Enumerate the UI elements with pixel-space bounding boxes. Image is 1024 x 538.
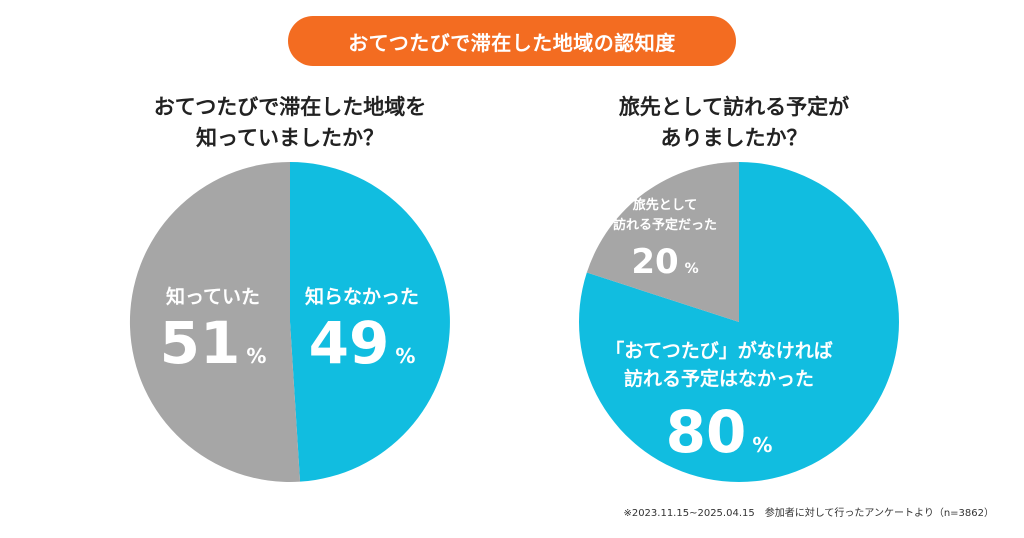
value-didnt-know: 49% [309, 309, 416, 377]
slice-no-plan [578, 162, 899, 483]
right-question-line-2: ありましたか？ [660, 126, 808, 150]
left-question-line-2: 知っていましたか？ [196, 126, 384, 150]
right-question: 旅先として訪れる予定が ありましたか？ [556, 92, 912, 154]
slice-planned [586, 162, 739, 322]
label-planned-line-1: 旅先として [633, 197, 698, 213]
label-didnt-know: 知らなかった [305, 285, 419, 308]
slice-didnt-know [290, 162, 450, 482]
value-no-plan: 80% [666, 398, 773, 466]
right-question-line-1: 旅先として訪れる予定が [618, 95, 850, 119]
value-planned: 20% [631, 242, 698, 282]
survey-footnote: ※2023.11.15~2025.04.15 参加者に対して行ったアンケートより… [623, 508, 994, 519]
value-knew: 51% [160, 309, 267, 377]
chart-banner-title: おてつたびで滞在した地域の認知度 [288, 16, 736, 66]
left-question: おてつたびで滞在した地域を 知っていましたか？ [112, 92, 468, 154]
label-no-plan-line-2: 訪れる予定はなかった [624, 367, 814, 390]
slice-knew [129, 161, 301, 482]
label-planned-line-2: 訪れる予定だった [613, 217, 717, 233]
left-question-line-1: おてつたびで滞在した地域を [153, 95, 427, 119]
label-no-plan-line-1: 「おてつたび」がなければ [605, 339, 833, 362]
label-knew: 知っていた [166, 285, 260, 308]
